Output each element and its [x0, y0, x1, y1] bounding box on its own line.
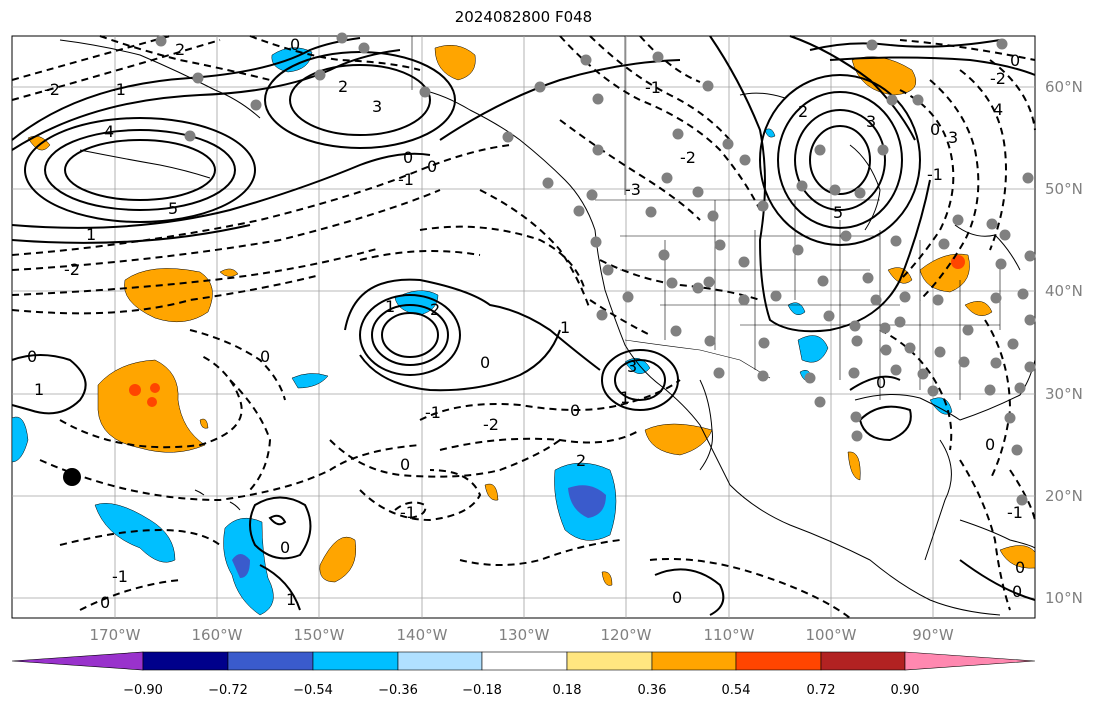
contour-label: -2 [483, 415, 499, 434]
contour-label: 1 [385, 297, 395, 316]
contour-label: 0 [403, 148, 413, 167]
colorbar-segment [142, 651, 229, 671]
contour-label: -2 [680, 148, 696, 167]
lat-label: 20°N [1045, 487, 1083, 505]
contour-label: 0 [876, 373, 886, 392]
positive-anomaly-areas [27, 44, 1036, 586]
lat-label: 10°N [1045, 589, 1083, 607]
contour-label: 1 [34, 380, 44, 399]
contour-labels: -2 -1 4 5 1 -2 0 1 3 2 2 0 0 0 -1 1 2 0 … [27, 35, 1025, 612]
contour-label: 4 [993, 100, 1003, 119]
contour-label: 0 [400, 455, 410, 474]
contour-label: 5 [168, 199, 178, 218]
contour-label: 0 [100, 593, 110, 612]
contour-label: -2 [64, 260, 80, 279]
contour-label: 1 [86, 225, 96, 244]
lat-label: 50°N [1045, 180, 1083, 198]
contour-label: -2 [44, 80, 60, 99]
contour-label: 1 [620, 388, 630, 407]
contour-label: 2 [576, 451, 586, 470]
contour-label: -1 [110, 80, 126, 99]
contour-label: 2 [798, 102, 808, 121]
strong-negative-spot [232, 485, 606, 578]
lon-label: 90°W [912, 626, 954, 644]
negative-contours [11, 35, 1036, 619]
contour-label: -1 [112, 567, 128, 586]
map-title: 2024082800 F048 [454, 8, 593, 26]
lon-label: 150°W [293, 626, 345, 644]
colorbar-tick-label: 0.90 [890, 683, 920, 698]
colorbar-segment [397, 651, 483, 671]
lat-label: 30°N [1045, 385, 1083, 403]
contour-label: 4 [104, 122, 114, 141]
contour-label: 0 [280, 538, 290, 557]
map-frame [11, 35, 1036, 619]
colorbar-tick-label: −0.36 [378, 683, 418, 698]
positive-contours [11, 35, 1036, 616]
contour-label: -1 [400, 503, 416, 522]
contour-label: 0 [480, 353, 490, 372]
colorbar-tick-label: 0.54 [721, 683, 751, 698]
contour-label: 3 [948, 128, 958, 147]
colorbar-tick-label: 0.36 [637, 683, 667, 698]
location-marker-icon [63, 468, 81, 486]
contour-label: 0 [260, 347, 270, 366]
contour-label: 0 [930, 120, 940, 139]
contour-label: 3 [866, 112, 876, 131]
contour-label: 0 [27, 347, 37, 366]
contour-label: -3 [625, 180, 641, 199]
colorbar-segment [227, 651, 314, 671]
contour-label: 0 [985, 435, 995, 454]
contour-label: -1 [425, 403, 441, 422]
contour-label: 1 [286, 590, 296, 609]
colorbar-segment [11, 651, 144, 671]
lon-label: 110°W [703, 626, 755, 644]
contour-label: 3 [372, 97, 382, 116]
contour-label: 0 [1012, 582, 1022, 601]
colorbar-tick-label: −0.90 [123, 683, 163, 698]
colorbar-segment [904, 651, 1036, 671]
colorbar-tick-label: −0.18 [462, 683, 502, 698]
contour-label: 0 [1010, 51, 1020, 70]
contour-label: 2 [430, 300, 440, 319]
colorbar-segment [820, 651, 906, 671]
colorbar-tick-label: 0.18 [552, 683, 582, 698]
contour-label: 0 [290, 35, 300, 54]
contour-label: 0 [570, 401, 580, 420]
colorbar-segment [651, 651, 737, 671]
colorbar-tick-label: 0.72 [806, 683, 836, 698]
lon-label: 170°W [89, 626, 141, 644]
lon-label: 140°W [396, 626, 448, 644]
lon-label: 160°W [191, 626, 243, 644]
colorbar-tick-label: −0.54 [293, 683, 333, 698]
colorbar [11, 651, 1036, 671]
contour-label: 0 [427, 157, 437, 176]
colorbar-segment [566, 651, 653, 671]
contour-label: 2 [338, 77, 348, 96]
contour-label: 0 [672, 588, 682, 607]
contour-label: -1 [398, 170, 414, 189]
contour-label: 1 [560, 318, 570, 337]
contour-label: -1 [1007, 503, 1023, 522]
contour-label: -1 [927, 165, 943, 184]
colorbar-segment [312, 651, 399, 671]
lon-label: 120°W [600, 626, 652, 644]
colorbar-segment [481, 651, 568, 671]
contour-label: 2 [175, 40, 185, 59]
political-borders [411, 36, 1001, 400]
station-markers [155, 32, 1036, 506]
lon-label: 130°W [498, 626, 550, 644]
colorbar-segment [735, 651, 822, 671]
contour-label: 3 [627, 357, 637, 376]
contour-label: 5 [833, 203, 843, 222]
lon-label: 100°W [805, 626, 857, 644]
lat-label: 40°N [1045, 282, 1083, 300]
lat-label: 60°N [1045, 78, 1083, 96]
colorbar-tick-label: −0.72 [208, 683, 248, 698]
contour-label: 0 [1015, 558, 1025, 577]
contour-label: -1 [645, 78, 661, 97]
contour-label: -2 [990, 69, 1006, 88]
